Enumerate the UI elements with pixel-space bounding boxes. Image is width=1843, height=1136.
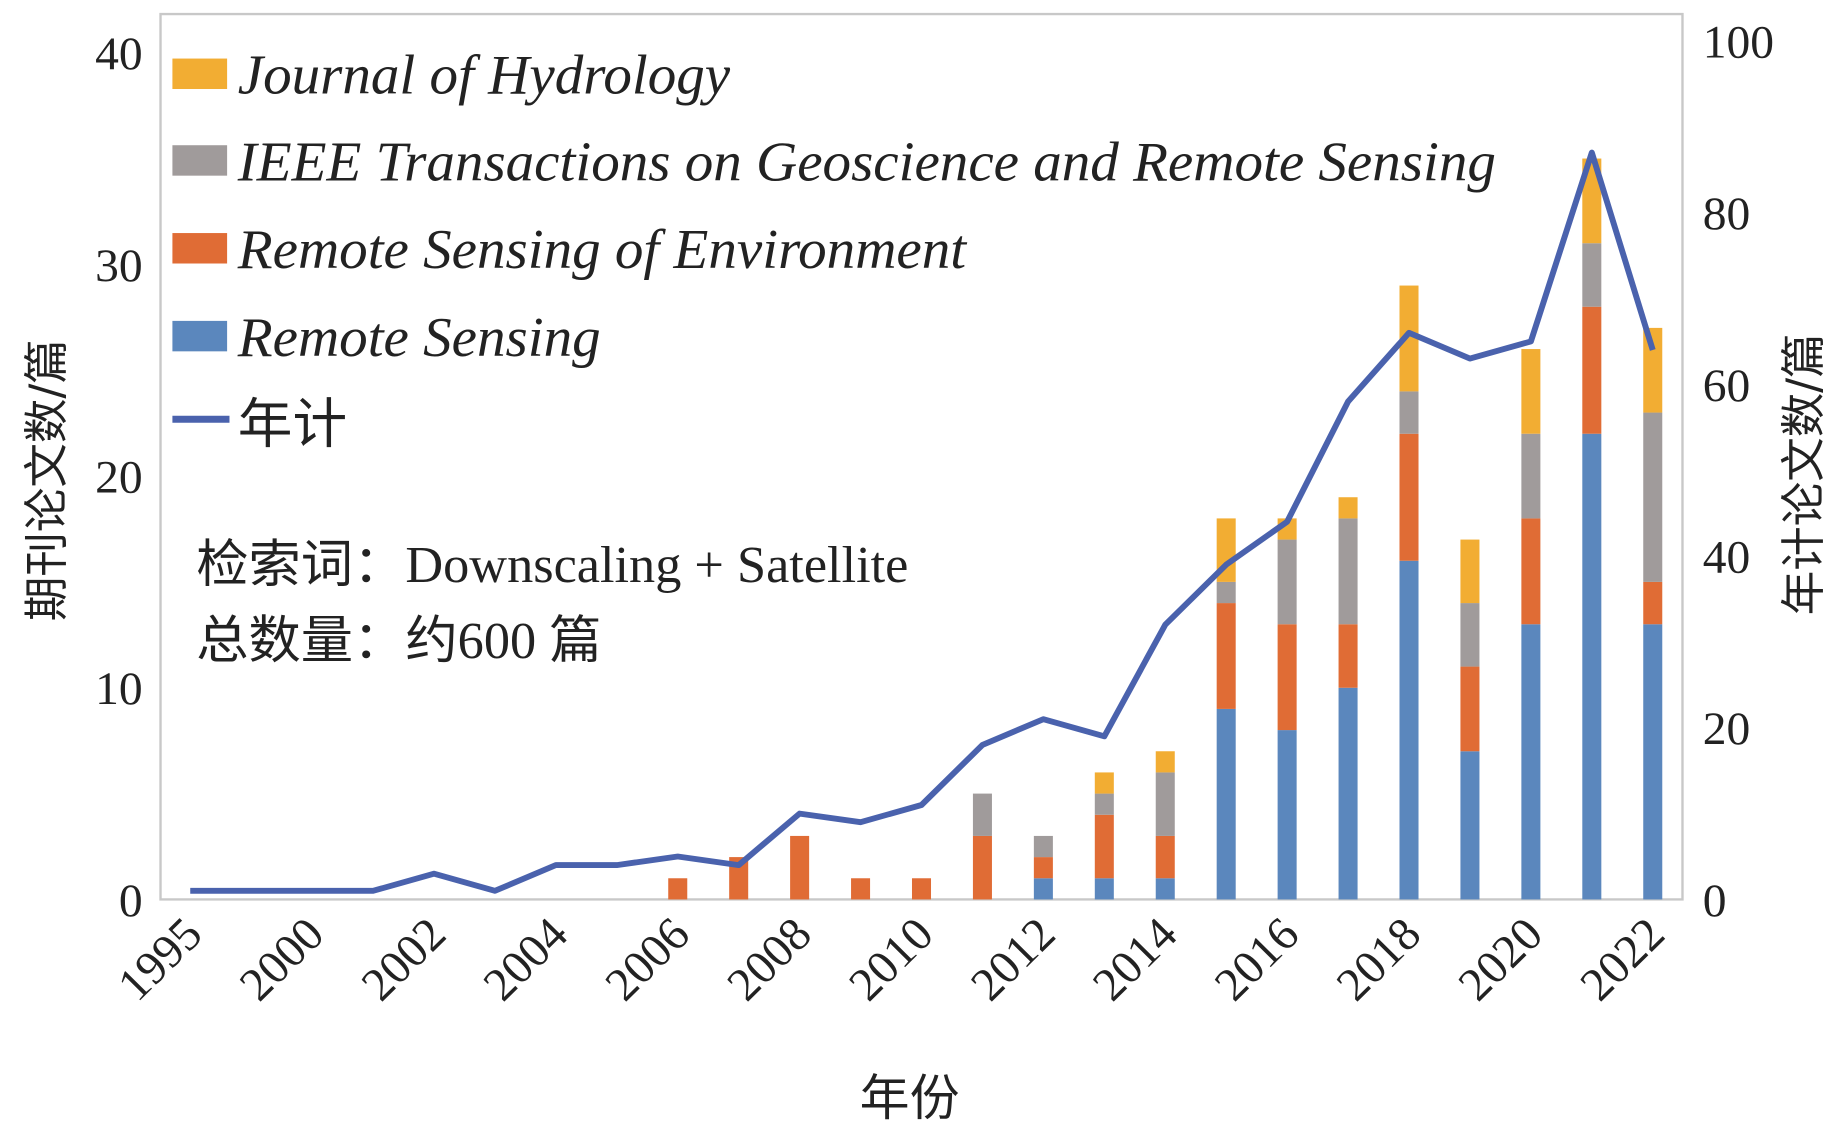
y-axis-left: 0 10 20 30 40 [95, 28, 143, 926]
bar-2020-series-2 [1521, 433, 1541, 519]
bar-2019-series-0 [1460, 751, 1480, 900]
bar-2017-series-3 [1338, 497, 1358, 519]
bar-2014-series-2 [1155, 772, 1175, 836]
bar-2010-series-1 [911, 878, 932, 900]
x-tick-label: 2014 [1083, 908, 1187, 1011]
bar-2019-series-3 [1460, 539, 1480, 604]
y-axis-right: 0 20 40 60 80 100 [1703, 17, 1774, 927]
bar-2015-series-0 [1216, 708, 1236, 900]
legend-label-rs: Remote Sensing [237, 307, 601, 369]
x-tick-label: 2008 [717, 908, 821, 1011]
bar-2014-series-3 [1155, 751, 1175, 773]
x-tick-label: 2018 [1327, 908, 1431, 1011]
y2-tick-label: 20 [1703, 703, 1751, 755]
bar-2009-series-1 [851, 878, 871, 900]
bar-2008-series-1 [790, 835, 810, 900]
x-tick-label: 2020 [1449, 908, 1553, 1011]
bar-2022-series-3 [1643, 327, 1663, 413]
y-tick-label: 40 [95, 28, 143, 80]
bar-2022-series-1 [1643, 581, 1663, 625]
x-tick-label: 2006 [596, 908, 700, 1011]
bar-2020-series-0 [1521, 624, 1541, 900]
bar-2017-series-0 [1338, 687, 1358, 900]
annotation-total: 总数量：约600 篇 [196, 614, 601, 671]
bar-2015-series-2 [1216, 581, 1236, 604]
bar-2022-series-0 [1643, 624, 1663, 900]
bar-2007-series-1 [729, 857, 749, 900]
x-tick-label: 2016 [1205, 908, 1309, 1011]
y2-tick-label: 60 [1703, 360, 1751, 412]
bar-2013-series-0 [1094, 878, 1114, 900]
x-tick-label: 2000 [230, 908, 334, 1011]
bar-2015-series-1 [1216, 603, 1236, 709]
bar-2013-series-1 [1094, 814, 1114, 879]
bars [668, 158, 1663, 900]
total-line [190, 149, 1656, 894]
y-tick-label: 10 [95, 663, 143, 715]
annotation-search-terms: 检索词：Downscaling + Satellite [196, 537, 908, 594]
bar-2022-series-2 [1643, 412, 1663, 582]
legend-label-ieee: IEEE Transactions on Geoscience and Remo… [237, 132, 1496, 194]
legend-label-jh: Journal of Hydrology [238, 45, 731, 107]
bar-2014-series-1 [1155, 835, 1175, 879]
bar-2018-series-0 [1399, 560, 1419, 900]
legend-label-rse: Remote Sensing of Environment [237, 220, 968, 282]
bar-2017-series-2 [1338, 518, 1358, 625]
bar-2018-series-2 [1399, 391, 1419, 434]
x-tick-label: 2004 [474, 908, 578, 1011]
x-tick-label: 2002 [352, 908, 456, 1011]
bar-2012-series-2 [1033, 835, 1053, 858]
bar-2016-series-1 [1277, 624, 1297, 731]
x-tick-label: 2010 [839, 908, 943, 1011]
bar-2020-series-3 [1521, 349, 1541, 434]
y2-tick-label: 40 [1703, 532, 1751, 584]
y-tick-label: 30 [95, 240, 143, 292]
legend-swatch-rse [172, 233, 228, 264]
bar-2013-series-3 [1094, 772, 1114, 794]
bar-2011-series-1 [972, 835, 992, 900]
bar-2019-series-1 [1460, 666, 1480, 752]
legend-swatch-ieee [172, 145, 228, 176]
y-tick-label: 20 [95, 452, 143, 504]
bar-2012-series-0 [1033, 878, 1053, 900]
legend-swatch-jh [172, 58, 228, 90]
bar-2021-series-3 [1582, 158, 1602, 244]
bar-2021-series-0 [1582, 433, 1602, 900]
y2-axis-label: 年计论文数/篇 [1777, 333, 1830, 615]
bar-2018-series-1 [1399, 433, 1419, 561]
x-axis: 1995 2000 2002 2004 2006 2008 2010 2012 2014 2016… [108, 908, 1675, 1011]
bar-2021-series-2 [1582, 243, 1602, 307]
bar-2019-series-2 [1460, 603, 1480, 667]
y2-tick-label: 80 [1703, 188, 1751, 240]
bar-2012-series-1 [1033, 857, 1053, 879]
bar-2018-series-3 [1399, 285, 1419, 392]
legend-label-line: 年计 [238, 393, 347, 456]
y-axis-label: 期刊论文数/篇 [20, 339, 73, 621]
bar-2013-series-2 [1094, 793, 1114, 815]
bar-2016-series-0 [1277, 730, 1297, 900]
legend-swatch-rs [172, 320, 228, 352]
bar-2011-series-2 [972, 793, 992, 836]
bar-2021-series-1 [1582, 306, 1602, 434]
bar-2017-series-1 [1338, 624, 1358, 688]
legend: Journal of Hydrology IEEE Transactions o… [172, 45, 1496, 456]
bar-2014-series-0 [1155, 878, 1175, 900]
x-axis-label: 年份 [860, 1069, 960, 1127]
y2-tick-label: 100 [1703, 17, 1774, 69]
bar-2016-series-2 [1277, 539, 1297, 625]
y2-tick-label: 0 [1703, 875, 1727, 927]
y-tick-label: 0 [119, 875, 143, 927]
bar-2006-series-1 [668, 878, 688, 900]
bar-2020-series-1 [1521, 518, 1541, 625]
x-tick-label: 2022 [1571, 908, 1675, 1011]
x-tick-label: 2012 [961, 908, 1065, 1011]
